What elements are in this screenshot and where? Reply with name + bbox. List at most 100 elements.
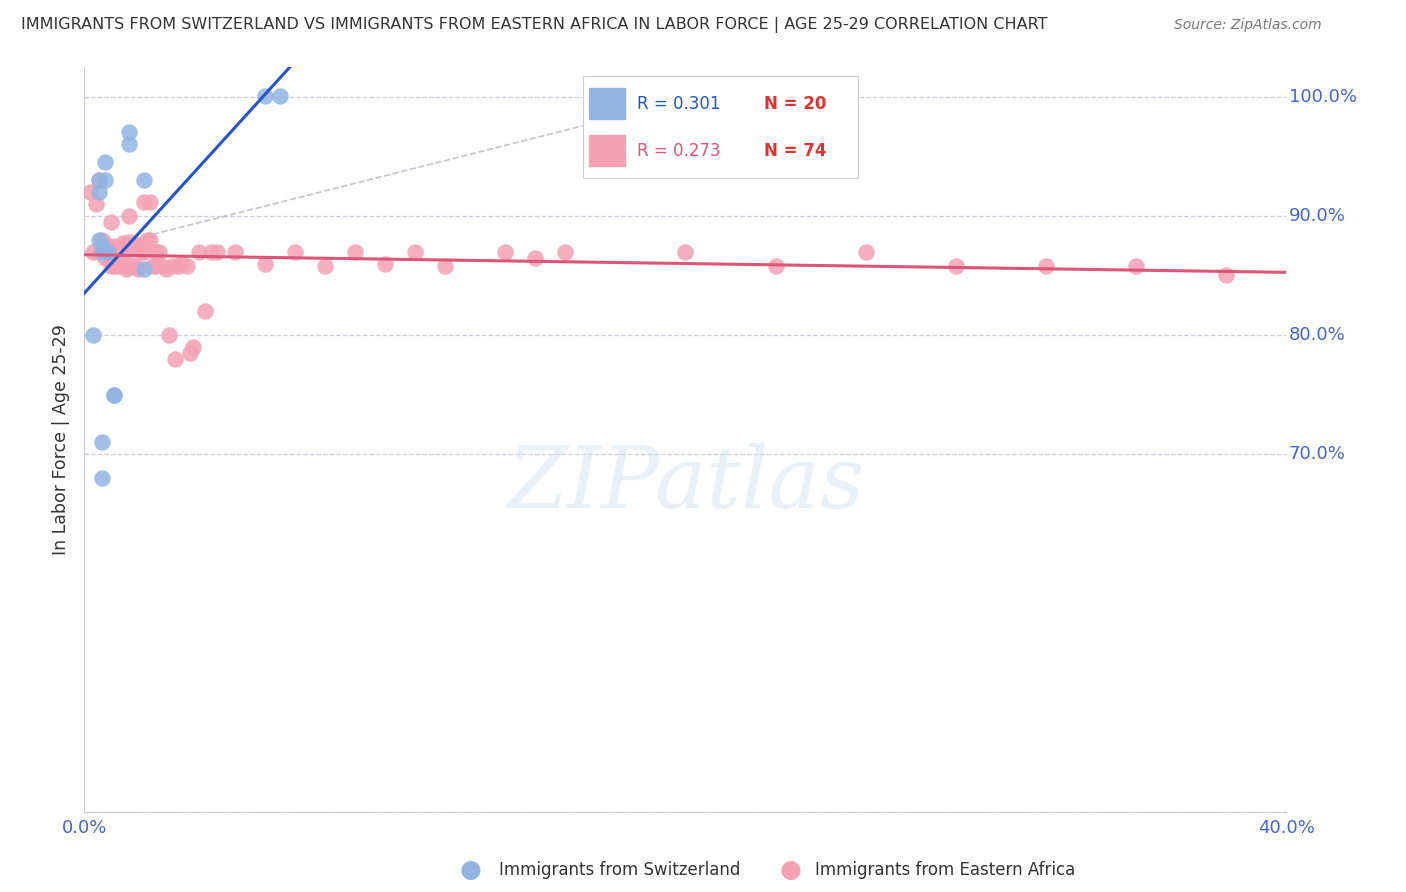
Point <box>112 259 135 273</box>
Point <box>404 244 426 259</box>
Point <box>118 137 141 152</box>
Point <box>187 244 209 259</box>
Bar <box>589 136 624 166</box>
Point <box>155 262 177 277</box>
Point <box>121 238 143 252</box>
Point <box>284 244 307 259</box>
Point <box>765 259 787 273</box>
Point <box>100 215 122 229</box>
Point <box>107 259 129 273</box>
Point <box>94 244 117 259</box>
Point <box>118 235 141 249</box>
Point <box>79 185 101 199</box>
Point <box>1035 259 1057 273</box>
Point <box>181 340 204 354</box>
Text: ●: ● <box>460 858 482 881</box>
Point <box>160 259 183 273</box>
Point <box>134 262 156 277</box>
Text: R = 0.301: R = 0.301 <box>637 95 720 112</box>
Point <box>124 238 146 252</box>
Point <box>157 328 180 343</box>
Point <box>86 197 108 211</box>
Point <box>224 244 246 259</box>
Point <box>176 259 198 273</box>
Point <box>200 244 222 259</box>
Point <box>1125 259 1147 273</box>
Point <box>374 256 396 270</box>
Point <box>118 125 141 139</box>
Point <box>103 259 125 273</box>
Point <box>124 259 146 273</box>
Text: 90.0%: 90.0% <box>1289 207 1346 225</box>
Point <box>343 244 366 259</box>
Point <box>94 244 117 259</box>
Point <box>82 328 104 343</box>
Point <box>97 238 120 252</box>
Point <box>110 251 132 265</box>
Point <box>89 173 111 187</box>
Point <box>142 259 165 273</box>
Bar <box>589 88 624 119</box>
Point <box>89 233 111 247</box>
Point <box>253 88 276 103</box>
Point <box>121 259 143 273</box>
Text: 80.0%: 80.0% <box>1289 326 1346 344</box>
Point <box>136 233 159 247</box>
Text: N = 74: N = 74 <box>765 142 827 160</box>
Point <box>179 346 201 360</box>
Text: ●: ● <box>779 858 801 881</box>
Point <box>89 185 111 199</box>
Point <box>115 262 138 277</box>
Point <box>434 259 457 273</box>
Point <box>115 238 138 252</box>
Point <box>131 244 153 259</box>
Point <box>91 435 114 450</box>
Point <box>127 238 149 252</box>
Point <box>91 244 114 259</box>
Point <box>94 173 117 187</box>
Text: ZIPatlas: ZIPatlas <box>506 442 865 525</box>
Point <box>166 259 188 273</box>
Point <box>91 233 114 247</box>
Point <box>118 209 141 223</box>
Y-axis label: In Labor Force | Age 25-29: In Labor Force | Age 25-29 <box>52 324 70 555</box>
Point <box>89 244 111 259</box>
Point <box>855 244 877 259</box>
Point <box>91 471 114 485</box>
Point <box>97 251 120 265</box>
Point <box>94 251 117 265</box>
Point <box>1215 268 1237 283</box>
Text: 70.0%: 70.0% <box>1289 445 1346 463</box>
Point <box>103 238 125 252</box>
Point <box>145 259 167 273</box>
Point <box>97 244 120 259</box>
Text: R = 0.273: R = 0.273 <box>637 142 720 160</box>
Point <box>139 233 162 247</box>
Point <box>103 387 125 401</box>
Point <box>524 251 547 265</box>
Point <box>145 244 167 259</box>
Point <box>112 236 135 251</box>
Point <box>91 244 114 259</box>
Text: Source: ZipAtlas.com: Source: ZipAtlas.com <box>1174 18 1322 31</box>
Point <box>675 244 697 259</box>
Point <box>269 88 291 103</box>
Point <box>169 256 191 270</box>
Point <box>134 173 156 187</box>
Text: N = 20: N = 20 <box>765 95 827 112</box>
Point <box>82 244 104 259</box>
Point <box>89 173 111 187</box>
Point <box>107 244 129 259</box>
Point <box>554 244 576 259</box>
Point <box>134 244 156 259</box>
Point <box>314 259 336 273</box>
Text: IMMIGRANTS FROM SWITZERLAND VS IMMIGRANTS FROM EASTERN AFRICA IN LABOR FORCE | A: IMMIGRANTS FROM SWITZERLAND VS IMMIGRANT… <box>21 17 1047 32</box>
Point <box>253 256 276 270</box>
Point <box>134 194 156 209</box>
Point <box>103 387 125 401</box>
Point <box>945 259 967 273</box>
Point <box>94 155 117 169</box>
Point <box>139 194 162 209</box>
Text: Immigrants from Switzerland: Immigrants from Switzerland <box>499 861 741 879</box>
Point <box>91 238 114 252</box>
